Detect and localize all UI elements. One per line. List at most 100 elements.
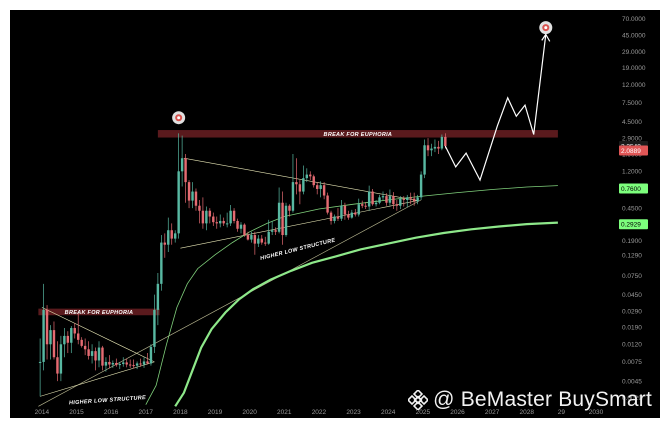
candle-47 [201,197,205,229]
candle-16 [94,347,97,371]
candle-body [270,230,274,232]
candle-101 [388,189,392,206]
candle-109 [416,194,419,205]
candle-39 [173,230,177,243]
candle-19 [104,357,108,372]
candle-body [139,363,142,365]
x-tick-label: 2014 [35,409,50,416]
triangle-2025-upper-line [183,157,418,201]
candle-44 [191,182,194,209]
price-tag-text: 0.2929 [621,222,641,229]
target-marker-2 [539,21,553,35]
candle-10 [73,323,76,339]
candle-87 [340,199,343,221]
candle-body [444,136,447,147]
candle-53 [222,217,225,226]
candle-body [381,196,385,198]
candle-body [239,224,243,229]
y-tick-label: 0.0075 [622,359,642,366]
candle-body [333,216,336,221]
candle-body [250,235,253,240]
y-tick-label: 19.0000 [622,65,646,72]
candle-95 [367,185,371,211]
candle-body [406,197,409,200]
candle-body [45,309,49,345]
candle-body [56,357,59,374]
candle-body [416,197,419,202]
candle-body [409,197,412,199]
y-tick-label: 12.0000 [622,82,646,89]
candle-107 [409,192,412,205]
candle-body [167,230,170,245]
candle-body [312,176,315,186]
candle-body [253,235,257,244]
candle-58 [239,222,243,234]
candle-88 [343,202,347,220]
y-tick-label: 29.0000 [622,49,646,56]
candle-68 [274,227,277,236]
candle-body [208,210,212,217]
candle-85 [333,214,336,224]
candle-29 [139,358,142,367]
y-tick-label: 2.9000 [622,135,642,142]
candle-body [430,148,433,151]
candle-66 [267,219,270,245]
candle-body [49,330,52,345]
candle-body [87,349,90,356]
candle-49 [208,208,212,224]
y-tick-label: 0.4500 [622,205,642,212]
euphoria-zone-2 [157,130,558,138]
candle-body [83,345,87,350]
candle-106 [406,194,409,208]
candle-61 [250,231,253,243]
candle-98 [378,194,381,205]
candle-78 [309,171,312,181]
x-tick-label: 2024 [381,409,396,416]
candle-body [336,216,340,219]
candle-body [423,145,426,175]
candle-body [118,363,121,366]
candle-body [212,216,215,223]
candle-3 [49,325,52,360]
candle-body [42,309,45,362]
candle-114 [433,139,437,153]
candle-body [367,191,371,207]
triangle-2025-lower-line [180,200,418,249]
candle-body [388,196,392,203]
candle-115 [437,140,440,155]
candle-51 [215,216,218,229]
candle-body [38,361,42,363]
candle-31 [146,353,149,365]
candle-body [170,230,173,239]
y-tick-label: 70.0000 [622,16,646,23]
y-tick-label: 0.0045 [622,378,642,385]
candle-11 [77,312,80,345]
candle-body [77,333,80,340]
candle-40 [177,133,180,239]
candle-body [315,185,319,189]
x-tick-label: 2027 [485,409,500,416]
candle-24 [122,357,125,367]
candle-117 [444,133,447,149]
triangle-2017-lower-line [40,361,155,397]
candle-77 [305,168,309,183]
candle-body [284,205,288,236]
candle-111 [423,139,426,179]
candle-8 [66,331,70,354]
candle-26 [128,359,132,368]
candle-82 [322,182,326,200]
candle-body [225,223,229,225]
candle-body [52,330,56,358]
candle-body [187,182,191,201]
candle-92 [357,198,360,217]
candle-body [350,212,354,218]
candle-18 [101,345,104,371]
candle-21 [111,360,115,368]
candle-99 [381,191,385,200]
candle-36 [163,233,167,258]
candle-body [108,361,111,365]
candle-63 [257,235,260,247]
candle-104 [399,196,402,209]
y-tick-label: 0.0290 [622,308,642,315]
candle-body [219,220,222,224]
